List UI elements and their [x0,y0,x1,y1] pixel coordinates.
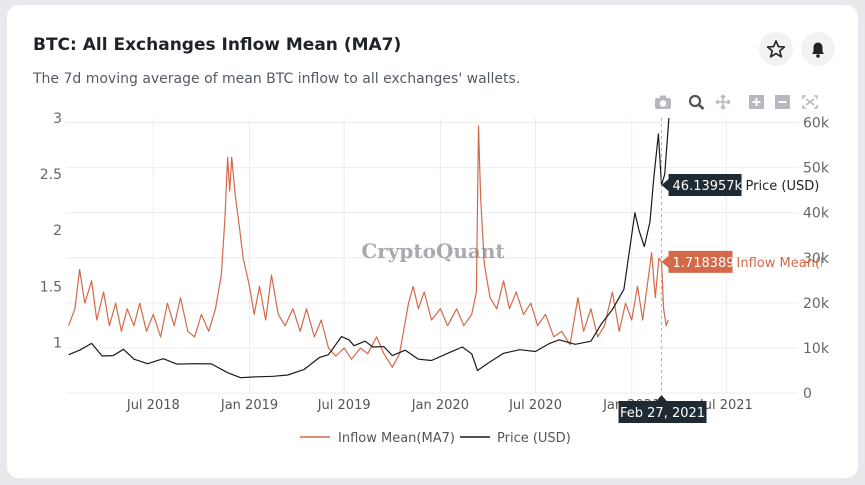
legend-inflow-label: Inflow Mean(MA7) [338,431,455,446]
card-subtitle: The 7d moving average of mean BTC inflow… [33,71,521,87]
y-right-tick-label: 0 [803,386,812,402]
y-right-tick-label: 50k [803,161,830,177]
price-tooltip-name: Price (USD) [746,179,820,194]
y-left-tick-label: 1.5 [40,279,62,295]
favorite-button[interactable] [759,32,793,66]
price-tooltip-value: 46.13957k [673,179,743,194]
inflow-tooltip-value: 1.718389 [673,256,735,271]
inflow-tooltip-name: Inflow Mean(MA7) [737,256,854,271]
y-right-tick-label: 30k [803,251,830,267]
pan-icon[interactable] [714,94,732,110]
x-tick-label: Jan 2020 [411,398,469,413]
chart-card: BTC: All Exchanges Inflow Mean (MA7) The… [7,5,858,478]
camera-icon[interactable] [654,94,672,110]
card-title: BTC: All Exchanges Inflow Mean (MA7) [33,35,402,55]
watermark: CryptoQuant [361,239,505,263]
y-right-tick-label: 40k [803,206,830,222]
zoom-out-icon[interactable] [774,94,792,110]
zoom-icon[interactable] [688,94,706,110]
price-tooltip-pointer [661,178,669,191]
price-tooltip-box [668,173,742,196]
bell-icon [812,42,824,58]
x-hover-label: Feb 27, 2021 [620,406,705,421]
y-right-tick-label: 10k [803,341,830,357]
x-tick-label: Jan 2019 [220,398,278,413]
x-tick-label: Jul 2021 [699,398,753,413]
alert-button[interactable] [801,32,835,66]
x-hover-box [618,401,707,423]
y-left-tick-label: 3 [53,111,62,127]
y-left-tick-label: 1 [53,335,62,351]
legend-price-label: Price (USD) [497,431,571,446]
y-left-tick-label: 2 [53,223,62,239]
y-left-tick-label: 2.5 [40,167,62,183]
x-tick-label: Jul 2020 [508,398,562,413]
y-right-tick-label: 60k [803,116,830,132]
inflow-tooltip-pointer [661,255,669,268]
star-icon [766,40,786,58]
x-tick-label: Jul 2018 [126,398,180,413]
zoom-in-icon[interactable] [748,94,766,110]
x-hover-pointer [655,395,668,402]
inflow-tooltip-box [668,250,733,273]
x-tick-label: Jul 2019 [317,398,371,413]
autoscale-icon[interactable] [801,94,819,110]
y-right-tick-label: 20k [803,296,830,312]
price-series-line [68,117,670,379]
inflow-series-line [68,125,669,368]
